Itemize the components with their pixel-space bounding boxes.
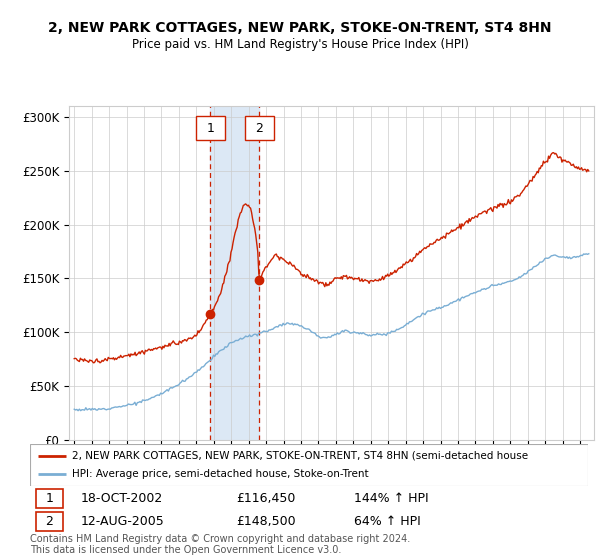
Text: 64% ↑ HPI: 64% ↑ HPI — [353, 515, 421, 528]
Text: 144% ↑ HPI: 144% ↑ HPI — [353, 492, 428, 505]
Text: Price paid vs. HM Land Registry's House Price Index (HPI): Price paid vs. HM Land Registry's House … — [131, 38, 469, 50]
Text: 2: 2 — [255, 122, 263, 134]
FancyBboxPatch shape — [196, 116, 225, 140]
FancyBboxPatch shape — [245, 116, 274, 140]
Text: Contains HM Land Registry data © Crown copyright and database right 2024.: Contains HM Land Registry data © Crown c… — [30, 534, 410, 544]
Text: 2, NEW PARK COTTAGES, NEW PARK, STOKE-ON-TRENT, ST4 8HN (semi-detached house: 2, NEW PARK COTTAGES, NEW PARK, STOKE-ON… — [72, 451, 528, 461]
Text: HPI: Average price, semi-detached house, Stoke-on-Trent: HPI: Average price, semi-detached house,… — [72, 469, 368, 479]
FancyBboxPatch shape — [35, 512, 64, 531]
Text: 18-OCT-2002: 18-OCT-2002 — [80, 492, 163, 505]
Text: This data is licensed under the Open Government Licence v3.0.: This data is licensed under the Open Gov… — [30, 545, 341, 556]
Text: 12-AUG-2005: 12-AUG-2005 — [80, 515, 164, 528]
Bar — [210, 106, 259, 440]
Text: 2: 2 — [46, 515, 53, 528]
FancyBboxPatch shape — [30, 444, 588, 486]
Text: 1: 1 — [46, 492, 53, 505]
Text: £148,500: £148,500 — [236, 515, 296, 528]
Text: £116,450: £116,450 — [236, 492, 296, 505]
Text: 1: 1 — [206, 122, 214, 134]
Text: 2, NEW PARK COTTAGES, NEW PARK, STOKE-ON-TRENT, ST4 8HN: 2, NEW PARK COTTAGES, NEW PARK, STOKE-ON… — [48, 21, 552, 35]
FancyBboxPatch shape — [35, 489, 64, 508]
